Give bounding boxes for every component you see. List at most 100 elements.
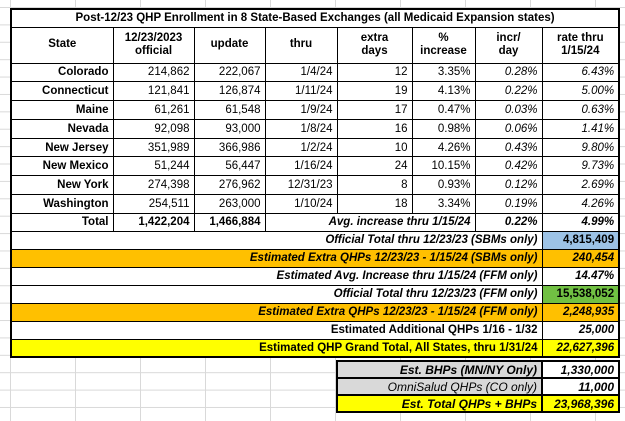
cell-thru[interactable]: 1/10/24: [264, 194, 338, 214]
bhp-value[interactable]: 11,000: [541, 377, 620, 396]
avg-increase-label[interactable]: Avg. increase thru 1/15/24: [264, 212, 476, 232]
total-label[interactable]: Total: [10, 212, 114, 232]
cell-incr-day[interactable]: 0.42%: [474, 156, 543, 177]
col-header-state[interactable]: State: [10, 26, 114, 64]
summary-value[interactable]: 15,538,052: [541, 284, 620, 304]
cell-official[interactable]: 351,989: [112, 137, 195, 158]
total-official[interactable]: 1,422,204: [112, 212, 195, 232]
table-title[interactable]: Post-12/23 QHP Enrollment in 8 State-Bas…: [10, 8, 620, 28]
col-header-incr-day[interactable]: incr/ day: [474, 26, 543, 64]
cell-update[interactable]: 366,986: [193, 137, 266, 158]
col-header-update[interactable]: update: [193, 26, 266, 64]
bhp-label[interactable]: OmniSalud QHPs (CO only): [336, 377, 543, 396]
cell-pct-increase[interactable]: 3.34%: [411, 194, 476, 214]
cell-pct-increase[interactable]: 4.26%: [411, 137, 476, 158]
cell-incr-day[interactable]: 0.43%: [474, 137, 543, 158]
cell-official[interactable]: 254,511: [112, 194, 195, 214]
cell-state[interactable]: Connecticut: [10, 81, 114, 102]
cell-state[interactable]: New York: [10, 175, 114, 196]
total-update[interactable]: 1,466,884: [193, 212, 266, 232]
total-incr-day[interactable]: 0.22%: [474, 212, 543, 232]
cell-thru[interactable]: 1/4/24: [264, 62, 338, 83]
cell-pct-increase[interactable]: 0.93%: [411, 175, 476, 196]
cell-thru[interactable]: 12/31/23: [264, 175, 338, 196]
cell-official[interactable]: 274,398: [112, 175, 195, 196]
cell-update[interactable]: 56,447: [193, 156, 266, 177]
summary-value[interactable]: 240,454: [541, 248, 620, 268]
cell-extra-days[interactable]: 19: [336, 81, 413, 102]
cell-state[interactable]: New Mexico: [10, 156, 114, 177]
cell-update[interactable]: 93,000: [193, 118, 266, 139]
cell-pct-increase[interactable]: 0.47%: [411, 100, 476, 120]
col-header-pct-increase[interactable]: % increase: [411, 26, 476, 64]
summary-label[interactable]: Official Total thru 12/23/23 (SBMs only): [10, 230, 543, 250]
cell-state[interactable]: Nevada: [10, 118, 114, 139]
cell-update[interactable]: 126,874: [193, 81, 266, 102]
cell-thru[interactable]: 1/11/24: [264, 81, 338, 102]
summary-label[interactable]: Estimated Additional QHPs 1/16 - 1/32: [10, 320, 543, 340]
cell-incr-day[interactable]: 0.22%: [474, 81, 543, 102]
cell-state[interactable]: New Jersey: [10, 137, 114, 158]
cell-rate[interactable]: 2.69%: [541, 175, 620, 196]
cell-update[interactable]: 61,548: [193, 100, 266, 120]
cell-thru[interactable]: 1/2/24: [264, 137, 338, 158]
cell-official[interactable]: 121,841: [112, 81, 195, 102]
cell-extra-days[interactable]: 12: [336, 62, 413, 83]
summary-label[interactable]: Estimated QHP Grand Total, All States, t…: [10, 338, 543, 358]
cell-official[interactable]: 214,862: [112, 62, 195, 83]
cell-rate[interactable]: 5.00%: [541, 81, 620, 102]
bhp-value[interactable]: 1,330,000: [541, 360, 620, 379]
summary-label[interactable]: Estimated Avg. Increase thru 1/15/24 (FF…: [10, 266, 543, 286]
total-rate[interactable]: 4.99%: [541, 212, 620, 232]
col-header-rate-thru[interactable]: rate thru 1/15/24: [541, 26, 620, 64]
summary-value[interactable]: 25,000: [541, 320, 620, 340]
cell-extra-days[interactable]: 16: [336, 118, 413, 139]
col-header-thru[interactable]: thru: [264, 26, 338, 64]
cell-pct-increase[interactable]: 10.15%: [411, 156, 476, 177]
summary-value[interactable]: 22,627,396: [541, 338, 620, 358]
cell-extra-days[interactable]: 8: [336, 175, 413, 196]
cell-incr-day[interactable]: 0.03%: [474, 100, 543, 120]
cell-thru[interactable]: 1/16/24: [264, 156, 338, 177]
cell-update[interactable]: 276,962: [193, 175, 266, 196]
cell-pct-increase[interactable]: 3.35%: [411, 62, 476, 83]
summary-label[interactable]: Estimated Extra QHPs 12/23/23 - 1/15/24 …: [10, 248, 543, 268]
summary-value[interactable]: 4,815,409: [541, 230, 620, 250]
cell-extra-days[interactable]: 18: [336, 194, 413, 214]
cell-extra-days[interactable]: 24: [336, 156, 413, 177]
cell-official[interactable]: 92,098: [112, 118, 195, 139]
cell-rate[interactable]: 6.43%: [541, 62, 620, 83]
cell-rate[interactable]: 0.63%: [541, 100, 620, 120]
cell-state[interactable]: Colorado: [10, 62, 114, 83]
cell-incr-day[interactable]: 0.06%: [474, 118, 543, 139]
bhp-label[interactable]: Est. Total QHPs + BHPs: [336, 394, 543, 413]
cell-rate[interactable]: 9.73%: [541, 156, 620, 177]
summary-label[interactable]: Official Total thru 12/23/23 (FFM only): [10, 284, 543, 304]
cell-rate[interactable]: 1.41%: [541, 118, 620, 139]
col-header-extra-days[interactable]: extra days: [336, 26, 413, 64]
cell-incr-day[interactable]: 0.12%: [474, 175, 543, 196]
bhp-value[interactable]: 23,968,396: [541, 394, 620, 413]
cell-update[interactable]: 222,067: [193, 62, 266, 83]
cell-official[interactable]: 51,244: [112, 156, 195, 177]
cell-rate[interactable]: 4.26%: [541, 194, 620, 214]
cell-rate[interactable]: 9.80%: [541, 137, 620, 158]
cell-thru[interactable]: 1/8/24: [264, 118, 338, 139]
summary-label[interactable]: Estimated Extra QHPs 12/23/23 - 1/15/24 …: [10, 302, 543, 322]
summary-value[interactable]: 2,248,935: [541, 302, 620, 322]
cell-pct-increase[interactable]: 0.98%: [411, 118, 476, 139]
cell-state[interactable]: Washington: [10, 194, 114, 214]
col-header-official[interactable]: 12/23/2023 official: [112, 26, 195, 64]
cell-extra-days[interactable]: 10: [336, 137, 413, 158]
cell-pct-increase[interactable]: 4.13%: [411, 81, 476, 102]
cell-official[interactable]: 61,261: [112, 100, 195, 120]
cell-update[interactable]: 263,000: [193, 194, 266, 214]
cell-incr-day[interactable]: 0.19%: [474, 194, 543, 214]
cell-state[interactable]: Maine: [10, 100, 114, 120]
cell-incr-day[interactable]: 0.28%: [474, 62, 543, 83]
cell-extra-days[interactable]: 17: [336, 100, 413, 120]
bhp-label[interactable]: Est. BHPs (MN/NY Only): [336, 360, 543, 379]
summary-value[interactable]: 14.47%: [541, 266, 620, 286]
state-row-new-york: New York 274,398 276,962 12/31/23 8 0.93…: [10, 175, 620, 196]
cell-thru[interactable]: 1/9/24: [264, 100, 338, 120]
